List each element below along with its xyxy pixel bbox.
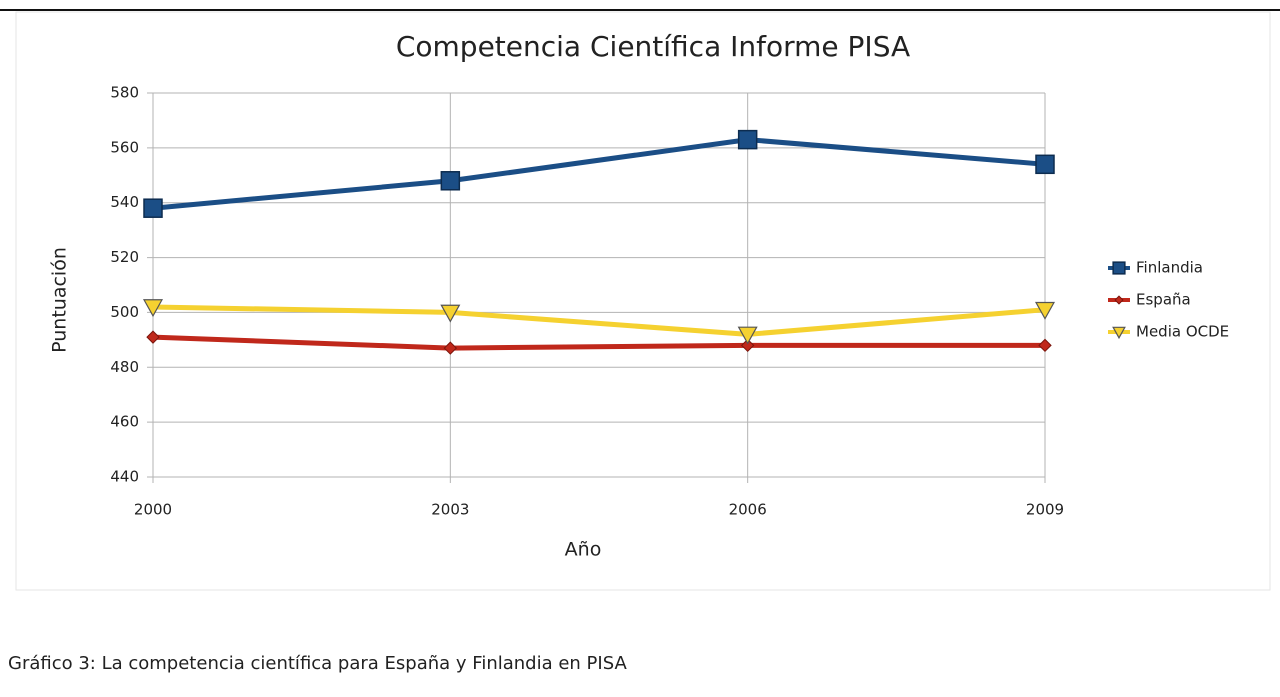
legend-label: España bbox=[1136, 291, 1191, 309]
marker bbox=[440, 304, 461, 323]
series-line bbox=[152, 334, 1045, 351]
x-axis-label: Año bbox=[565, 539, 602, 561]
x-tick-label: 2003 bbox=[431, 501, 469, 519]
marker bbox=[737, 326, 758, 345]
marker bbox=[142, 299, 164, 318]
marker bbox=[1035, 154, 1055, 175]
y-tick-label: 460 bbox=[110, 413, 139, 431]
legend-label: Media OCDE bbox=[1136, 323, 1229, 341]
marker bbox=[443, 341, 458, 355]
y-tick-label: 540 bbox=[110, 193, 139, 211]
marker bbox=[737, 129, 758, 150]
y-tick-label: 500 bbox=[110, 303, 139, 321]
legend-label: Finlandia bbox=[1136, 259, 1203, 277]
marker bbox=[1034, 301, 1056, 320]
marker bbox=[1038, 338, 1052, 353]
marker bbox=[1112, 326, 1126, 340]
series-line bbox=[152, 304, 1046, 337]
caption: Gráfico 3: La competencia científica par… bbox=[8, 653, 627, 674]
marker bbox=[143, 198, 163, 218]
series-line bbox=[152, 137, 1046, 211]
chart-title: Competencia Científica Informe PISA bbox=[396, 30, 910, 63]
marker bbox=[146, 330, 160, 344]
x-tick-label: 2006 bbox=[729, 501, 767, 519]
y-tick-label: 440 bbox=[110, 468, 139, 486]
chart-frame bbox=[15, 11, 1271, 591]
marker bbox=[1114, 295, 1124, 305]
y-tick-label: 560 bbox=[110, 138, 139, 156]
marker bbox=[1112, 261, 1126, 275]
marker bbox=[740, 338, 755, 353]
y-tick-label: 480 bbox=[110, 358, 139, 376]
x-tick-label: 2000 bbox=[134, 501, 172, 519]
y-tick-label: 580 bbox=[110, 84, 139, 102]
marker bbox=[440, 171, 461, 191]
y-axis-label: Puntuación bbox=[49, 247, 71, 353]
y-tick-label: 520 bbox=[110, 248, 139, 266]
x-tick-label: 2009 bbox=[1026, 501, 1064, 519]
